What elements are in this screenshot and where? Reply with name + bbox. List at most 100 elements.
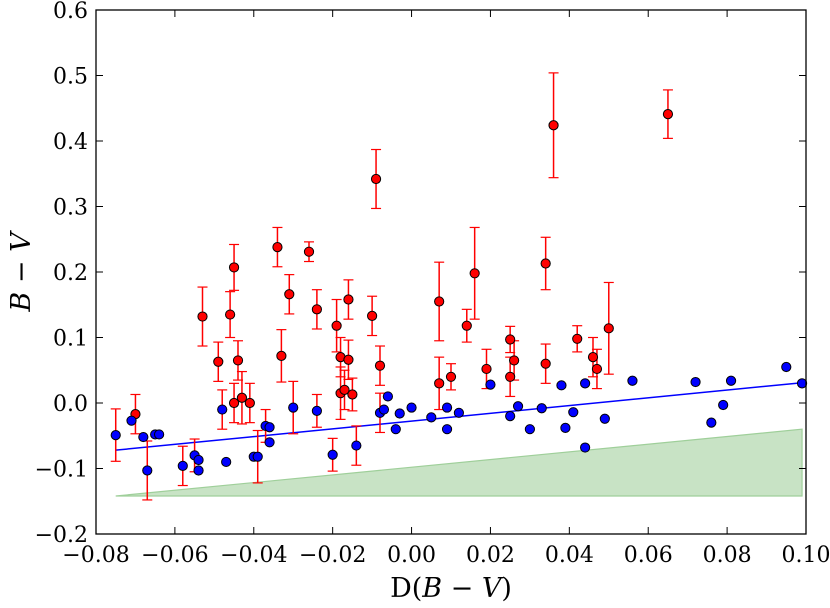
shaded-band-layer — [115, 428, 803, 497]
x-axis-label-prefix: D( — [390, 573, 422, 604]
y-tick-label: 0.1 — [53, 327, 88, 352]
red-point — [331, 320, 342, 331]
blue-point — [627, 375, 638, 386]
x-tick-label: 0.02 — [466, 543, 515, 568]
blue-point — [441, 424, 453, 435]
blue-point — [311, 405, 322, 416]
blue-point — [796, 378, 808, 389]
blue-point — [351, 440, 362, 451]
y-tick-label: −0.2 — [35, 523, 88, 548]
x-tick-label: −0.06 — [141, 543, 208, 568]
blue-point — [725, 375, 737, 386]
blue-point — [378, 404, 390, 415]
blue-point — [327, 449, 338, 460]
blue-point — [718, 399, 729, 411]
x-tick-labels: −0.08 −0.06 −0.04 −0.02 0.00 0.02 0.04 0.06 0.08… — [62, 543, 830, 568]
red-point — [370, 173, 382, 185]
blue-point — [568, 407, 579, 418]
red-point — [461, 320, 472, 331]
x-tick-label: 0.10 — [782, 543, 830, 568]
red-point — [197, 311, 208, 322]
red-point — [276, 350, 287, 361]
blue-point — [453, 407, 464, 418]
red-point — [587, 352, 599, 363]
y-tick-label: −0.1 — [35, 458, 88, 483]
blue-point — [706, 417, 717, 428]
red-point — [225, 309, 236, 320]
red-point — [284, 289, 295, 300]
blue-point — [142, 465, 153, 476]
x-tick-label: 0.04 — [545, 543, 594, 568]
red-point — [540, 358, 551, 369]
blue-point — [524, 424, 535, 435]
red-point — [343, 354, 354, 365]
blue-point — [690, 376, 701, 388]
red-series-layer — [130, 109, 674, 420]
x-axis-label-suffix: ) — [501, 573, 512, 604]
blue-point — [264, 422, 275, 433]
x-tick-label: −0.02 — [299, 543, 366, 568]
x-axis-label: D(B − V) — [390, 573, 512, 604]
red-point — [343, 294, 354, 305]
blue-point — [580, 378, 591, 389]
blue-point — [252, 451, 263, 462]
blue-point — [288, 402, 299, 413]
blue-point — [441, 402, 453, 413]
red-point — [469, 268, 480, 279]
red-point — [434, 378, 445, 389]
blue-series-layer — [110, 361, 808, 476]
y-tick-label: 0.0 — [53, 392, 88, 417]
blue-point — [193, 465, 204, 476]
red-point — [374, 360, 386, 371]
red-point — [505, 334, 516, 345]
blue-point — [217, 404, 228, 415]
x-tick-label: 0.06 — [624, 543, 673, 568]
red-point — [232, 355, 244, 366]
blue-point — [505, 411, 516, 422]
blue-point — [126, 415, 137, 426]
red-point — [228, 397, 240, 409]
red-point — [244, 397, 255, 409]
y-tick-label: 0.5 — [53, 65, 88, 90]
y-tick-label: 0.2 — [53, 261, 88, 286]
x-tick-label: −0.08 — [62, 543, 129, 568]
blue-point — [556, 380, 567, 391]
red-point — [481, 363, 492, 375]
blue-point — [580, 442, 591, 453]
blue-point — [536, 403, 547, 414]
red-point — [505, 371, 516, 382]
blue-point — [110, 429, 121, 441]
red-point — [662, 109, 674, 120]
x-tick-label: 0.00 — [387, 543, 436, 568]
y-axis-label: B − V — [6, 230, 37, 313]
y-tick-label: 0.4 — [53, 130, 88, 155]
x-tick-label: −0.04 — [220, 543, 287, 568]
red-point — [339, 384, 350, 395]
red-point — [311, 304, 322, 315]
red-point — [572, 333, 583, 344]
red-point — [434, 296, 445, 307]
blue-point — [154, 429, 165, 440]
blue-point — [512, 401, 524, 412]
blue-point — [560, 422, 571, 433]
red-point — [303, 246, 315, 257]
y-tick-label: 0.3 — [53, 196, 88, 221]
red-point — [213, 356, 224, 367]
tick-layer — [95, 9, 807, 535]
y-tick-label: 0.6 — [53, 0, 88, 24]
x-axis-label-math: B − V — [421, 573, 504, 604]
blue-point — [221, 456, 232, 468]
shaded-region — [115, 428, 803, 497]
blue-point — [264, 437, 275, 448]
red-point — [228, 262, 240, 273]
red-point — [367, 310, 378, 321]
blue-point — [382, 391, 393, 402]
blue-point — [390, 424, 401, 435]
blue-point — [177, 460, 188, 471]
blue-point — [426, 412, 437, 423]
blue-point — [781, 361, 792, 373]
red-point — [548, 120, 559, 131]
blue-point — [406, 402, 417, 413]
blue-point — [394, 408, 405, 419]
